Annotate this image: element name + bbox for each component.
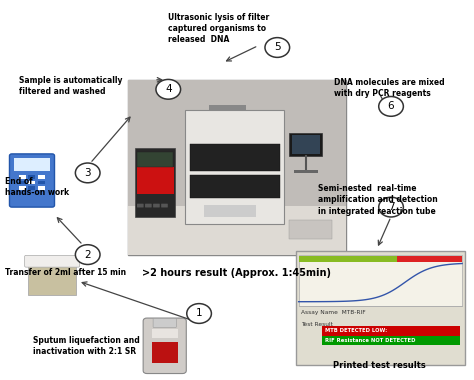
FancyBboxPatch shape [190, 144, 280, 171]
FancyBboxPatch shape [137, 167, 174, 194]
FancyBboxPatch shape [152, 329, 178, 338]
FancyBboxPatch shape [14, 158, 50, 171]
Circle shape [379, 197, 403, 217]
FancyBboxPatch shape [299, 255, 462, 306]
Text: MTB DETECTED LOW:: MTB DETECTED LOW: [325, 328, 387, 333]
Text: DNA molecules are mixed
with dry PCR reagents: DNA molecules are mixed with dry PCR rea… [334, 78, 445, 98]
FancyBboxPatch shape [299, 256, 397, 262]
FancyBboxPatch shape [145, 204, 152, 207]
Text: Transfer of 2ml after 15 min: Transfer of 2ml after 15 min [5, 268, 126, 277]
FancyBboxPatch shape [296, 251, 465, 365]
FancyBboxPatch shape [28, 175, 35, 179]
Text: 6: 6 [388, 101, 394, 111]
FancyBboxPatch shape [292, 135, 320, 154]
FancyBboxPatch shape [38, 175, 45, 179]
FancyBboxPatch shape [204, 205, 256, 217]
Circle shape [265, 38, 290, 57]
FancyBboxPatch shape [28, 262, 76, 294]
Text: Printed test results: Printed test results [333, 361, 426, 370]
Text: Sputum liquefaction and
inactivation with 2:1 SR: Sputum liquefaction and inactivation wit… [33, 336, 140, 356]
FancyBboxPatch shape [161, 204, 168, 207]
FancyBboxPatch shape [209, 105, 246, 110]
FancyBboxPatch shape [137, 152, 173, 167]
FancyBboxPatch shape [143, 318, 186, 374]
Circle shape [379, 97, 403, 116]
Text: End of
hands-on work: End of hands-on work [5, 177, 69, 197]
FancyBboxPatch shape [289, 220, 332, 239]
FancyBboxPatch shape [153, 318, 176, 328]
Text: 2: 2 [84, 250, 91, 260]
FancyBboxPatch shape [190, 175, 280, 198]
Circle shape [187, 304, 211, 323]
FancyBboxPatch shape [128, 80, 346, 206]
FancyBboxPatch shape [135, 148, 175, 217]
Text: Ultrasonic lysis of filter
captured organisms to
released  DNA: Ultrasonic lysis of filter captured orga… [168, 13, 270, 44]
Circle shape [75, 245, 100, 264]
FancyBboxPatch shape [128, 80, 346, 255]
FancyBboxPatch shape [153, 204, 160, 207]
FancyBboxPatch shape [128, 206, 346, 255]
FancyBboxPatch shape [289, 133, 322, 156]
Text: 4: 4 [165, 84, 172, 94]
Circle shape [75, 163, 100, 183]
FancyBboxPatch shape [137, 204, 144, 207]
Text: Test Result: Test Result [301, 322, 333, 327]
Circle shape [156, 79, 181, 99]
Text: 7: 7 [388, 202, 394, 212]
FancyBboxPatch shape [28, 186, 35, 190]
FancyBboxPatch shape [322, 336, 460, 345]
FancyBboxPatch shape [38, 186, 45, 190]
FancyBboxPatch shape [19, 186, 26, 190]
FancyBboxPatch shape [19, 175, 26, 179]
FancyBboxPatch shape [38, 180, 45, 184]
FancyBboxPatch shape [397, 256, 462, 262]
FancyBboxPatch shape [185, 110, 284, 224]
FancyBboxPatch shape [28, 180, 35, 184]
Text: Assay Name  MTB-RIF: Assay Name MTB-RIF [301, 310, 365, 315]
FancyBboxPatch shape [322, 326, 460, 336]
Text: 3: 3 [84, 168, 91, 178]
FancyBboxPatch shape [25, 255, 80, 267]
Text: Sample is automatically
filtered and washed: Sample is automatically filtered and was… [19, 76, 122, 96]
Text: >2 hours result (Approx. 1:45min): >2 hours result (Approx. 1:45min) [143, 268, 331, 278]
FancyBboxPatch shape [9, 154, 55, 207]
Text: 1: 1 [196, 309, 202, 318]
FancyBboxPatch shape [152, 342, 178, 363]
Text: 5: 5 [274, 43, 281, 52]
Text: RIF Resistance NOT DETECTED: RIF Resistance NOT DETECTED [325, 338, 415, 343]
FancyBboxPatch shape [19, 180, 26, 184]
Text: Semi-nested  real-time
amplification and detection
in integrated reaction tube: Semi-nested real-time amplification and … [318, 184, 438, 215]
FancyBboxPatch shape [294, 170, 318, 173]
